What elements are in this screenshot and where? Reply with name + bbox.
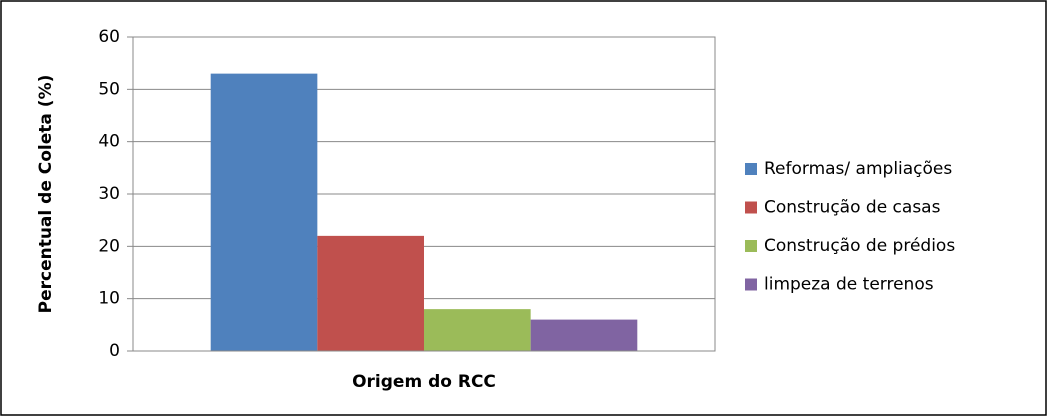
bar xyxy=(530,319,638,351)
legend-label: Construção de prédios xyxy=(764,236,955,256)
y-tick-label: 50 xyxy=(98,79,120,99)
legend-swatch xyxy=(745,163,757,175)
bar xyxy=(424,309,531,351)
bar xyxy=(210,73,318,351)
y-tick-label: 10 xyxy=(98,289,120,309)
y-tick-label: 40 xyxy=(98,132,120,152)
y-axis-title: Percentual de Coleta (%) xyxy=(36,75,56,314)
y-tick-label: 30 xyxy=(98,184,120,204)
x-axis-title: Origem do RCC xyxy=(352,372,496,392)
legend-swatch xyxy=(745,240,757,252)
legend-label: Reformas/ ampliações xyxy=(764,159,952,179)
legend-swatch xyxy=(745,278,757,291)
y-tick-label: 20 xyxy=(98,236,120,256)
y-tick-label: 60 xyxy=(98,27,120,47)
y-tick-label: 0 xyxy=(109,341,120,361)
legend-swatch xyxy=(745,201,757,214)
bar xyxy=(317,235,424,351)
legend-label: Construção de casas xyxy=(764,198,941,218)
legend-label: limpeza de terrenos xyxy=(764,275,934,295)
